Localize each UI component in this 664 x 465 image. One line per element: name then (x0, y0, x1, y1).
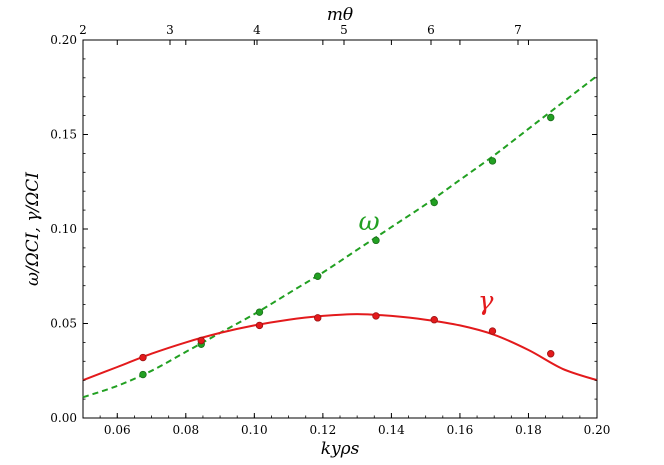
annotation-omega: ω (359, 207, 380, 237)
series-layer (82, 75, 598, 399)
data-point-gamma (139, 353, 147, 362)
data-point-gamma (197, 336, 205, 345)
y-tick-label: 0.00 (50, 411, 77, 425)
data-point-omega (314, 272, 322, 280)
data-point-omega (372, 236, 380, 245)
x-tick-label: 0.12 (310, 423, 337, 437)
data-point-omega (255, 308, 264, 316)
ticks-layer (82, 39, 598, 419)
data-point-omega (430, 198, 438, 207)
top-tick-label: 5 (340, 23, 348, 37)
data-point-gamma (372, 312, 380, 320)
x-tick-label: 0.16 (447, 423, 474, 437)
y-tick-label: 0.10 (50, 222, 77, 236)
plot-area (82, 39, 598, 419)
top-tick-label: 6 (427, 23, 435, 37)
data-point-omega (488, 157, 497, 165)
y-tick-label: 0.05 (50, 317, 77, 331)
data-point-gamma (488, 327, 497, 335)
x-tick-label: 0.08 (172, 423, 199, 437)
y-axis-title: ω/ΩCI, γ/ΩCI (23, 172, 43, 286)
x-tick-label: 0.10 (241, 423, 268, 437)
data-point-omega (139, 370, 147, 379)
top-tick-label: 2 (79, 23, 87, 37)
data-point-gamma (430, 316, 438, 324)
x-tick-label: 0.20 (584, 423, 611, 437)
data-point-gamma (314, 314, 322, 322)
y-tick-label: 0.15 (50, 128, 77, 142)
annotation-gamma: γ (478, 286, 494, 316)
series-line-gamma (82, 313, 598, 382)
top-tick-label: 7 (514, 23, 522, 37)
data-point-gamma (547, 350, 555, 358)
top-axis-title: mθ (327, 5, 353, 25)
x-axis-title: kyρs (321, 439, 360, 459)
top-tick-label: 4 (253, 23, 261, 37)
x-tick-label: 0.14 (378, 423, 405, 437)
labels-layer: 0.06 0.08 0.10 0.12 0.14 0.16 0.18 0.20 0.00 0.05… (23, 5, 610, 459)
top-tick-label: 3 (166, 23, 174, 37)
plot-frame (82, 39, 598, 419)
x-tick-label: 0.06 (104, 423, 131, 437)
series-line-omega (82, 75, 598, 399)
data-point-gamma (255, 321, 264, 330)
data-point-omega (547, 113, 555, 122)
y-tick-label: 0.20 (50, 33, 77, 47)
x-tick-label: 0.18 (515, 423, 542, 437)
